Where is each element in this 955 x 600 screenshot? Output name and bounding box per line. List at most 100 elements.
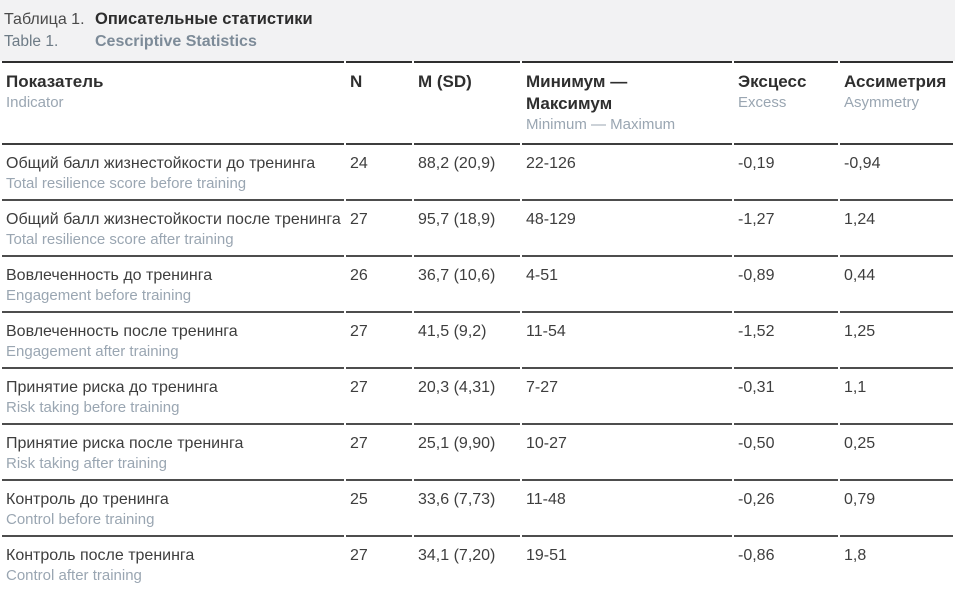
minmax-value: 48-129: [526, 211, 576, 228]
msd-value: 95,7 (18,9): [418, 211, 496, 228]
cell-minmax: 7-27: [522, 369, 732, 425]
column-header-asymmetry-en: Asymmetry: [844, 94, 919, 111]
cell-n: 24: [346, 145, 412, 201]
msd-value: 20,3 (4,31): [418, 379, 496, 396]
msd-value: 88,2 (20,9): [418, 155, 496, 172]
asymmetry-value: 1,8: [844, 547, 867, 564]
excess-value: -0,50: [738, 435, 775, 452]
cell-asymmetry: -0,94: [840, 145, 953, 201]
cell-asymmetry: 0,79: [840, 481, 953, 537]
cell-minmax: 4-51: [522, 257, 732, 313]
table-row: Контроль после тренинга Control after tr…: [2, 537, 953, 598]
indicator-en: Total resilience score before training: [6, 175, 247, 192]
indicator-en: Risk taking after training: [6, 455, 167, 472]
indicator-ru: Принятие риска после тренинга: [6, 435, 244, 452]
title-label-en: Table 1.: [4, 33, 59, 50]
cell-msd: 33,6 (7,73): [414, 481, 520, 537]
minmax-value: 22-126: [526, 155, 576, 172]
cell-excess: -0,86: [734, 537, 838, 598]
title-line-ru: Таблица 1. Описательные статистики: [4, 8, 955, 31]
excess-value: -1,27: [738, 211, 775, 228]
column-header-n: N: [346, 61, 412, 145]
cell-minmax: 11-54: [522, 313, 732, 369]
excess-value: -1,52: [738, 323, 775, 340]
column-header-excess-ru: Эксцесс: [738, 72, 807, 91]
title-label-ru: Таблица 1.: [4, 11, 85, 28]
n-value: 27: [350, 547, 368, 564]
column-header-msd: M (SD): [414, 61, 520, 145]
cell-minmax: 10-27: [522, 425, 732, 481]
excess-value: -0,31: [738, 379, 775, 396]
msd-value: 25,1 (9,90): [418, 435, 496, 452]
column-header-indicator-en: Indicator: [6, 94, 64, 111]
asymmetry-value: 1,24: [844, 211, 876, 228]
msd-value: 34,1 (7,20): [418, 547, 496, 564]
msd-value: 41,5 (9,2): [418, 323, 487, 340]
cell-msd: 41,5 (9,2): [414, 313, 520, 369]
cell-indicator: Контроль после тренинга Control after tr…: [2, 537, 344, 598]
cell-asymmetry: 0,25: [840, 425, 953, 481]
indicator-en: Control before training: [6, 511, 155, 528]
cell-excess: -0,50: [734, 425, 838, 481]
column-header-asymmetry: Ассиметрия Asymmetry: [840, 61, 953, 145]
descriptive-statistics-table: Показатель Indicator N M (SD) Минимум — …: [0, 61, 955, 598]
cell-minmax: 11-48: [522, 481, 732, 537]
table-header: Показатель Indicator N M (SD) Минимум — …: [2, 61, 953, 145]
column-header-minmax-ru: Минимум — Максимум: [526, 72, 628, 113]
cell-indicator: Общий балл жизнестойкости после тренинга…: [2, 201, 344, 257]
column-header-indicator-ru: Показатель: [6, 72, 104, 91]
table-body: Общий балл жизнестойкости до тренинга To…: [2, 145, 953, 598]
n-value: 27: [350, 379, 368, 396]
cell-asymmetry: 1,1: [840, 369, 953, 425]
table-row: Вовлеченность до тренинга Engagement bef…: [2, 257, 953, 313]
asymmetry-value: 0,44: [844, 267, 876, 284]
indicator-ru: Вовлеченность после тренинга: [6, 323, 238, 340]
cell-excess: -1,52: [734, 313, 838, 369]
indicator-ru: Общий балл жизнестойкости после тренинга: [6, 211, 341, 228]
n-value: 27: [350, 435, 368, 452]
minmax-value: 10-27: [526, 435, 567, 452]
cell-excess: -1,27: [734, 201, 838, 257]
table-row: Контроль до тренинга Control before trai…: [2, 481, 953, 537]
cell-n: 26: [346, 257, 412, 313]
n-value: 27: [350, 211, 368, 228]
table-row: Принятие риска до тренинга Risk taking b…: [2, 369, 953, 425]
asymmetry-value: 0,25: [844, 435, 876, 452]
column-header-minmax-en: Minimum — Maximum: [526, 116, 676, 133]
minmax-value: 11-54: [526, 323, 566, 340]
indicator-en: Engagement before training: [6, 287, 192, 304]
cell-n: 27: [346, 313, 412, 369]
indicator-en: Risk taking before training: [6, 399, 180, 416]
excess-value: -0,26: [738, 491, 775, 508]
cell-msd: 95,7 (18,9): [414, 201, 520, 257]
table-row: Общий балл жизнестойкости после тренинга…: [2, 201, 953, 257]
column-header-msd-label: M (SD): [418, 72, 472, 91]
title-line-en: Table 1. Cescriptive Statistics: [4, 31, 955, 53]
cell-msd: 88,2 (20,9): [414, 145, 520, 201]
minmax-value: 4-51: [526, 267, 559, 284]
indicator-en: Engagement after training: [6, 343, 179, 360]
cell-excess: -0,19: [734, 145, 838, 201]
indicator-en: Total resilience score after training: [6, 231, 234, 248]
n-value: 24: [350, 155, 368, 172]
cell-minmax: 48-129: [522, 201, 732, 257]
cell-asymmetry: 1,25: [840, 313, 953, 369]
cell-n: 25: [346, 481, 412, 537]
cell-indicator: Вовлеченность до тренинга Engagement bef…: [2, 257, 344, 313]
indicator-ru: Принятие риска до тренинга: [6, 379, 218, 396]
cell-excess: -0,89: [734, 257, 838, 313]
excess-value: -0,19: [738, 155, 775, 172]
msd-value: 36,7 (10,6): [418, 267, 496, 284]
cell-indicator: Вовлеченность после тренинга Engagement …: [2, 313, 344, 369]
cell-n: 27: [346, 369, 412, 425]
column-header-asymmetry-ru: Ассиметрия: [844, 72, 947, 91]
asymmetry-value: 1,25: [844, 323, 876, 340]
cell-msd: 20,3 (4,31): [414, 369, 520, 425]
cell-excess: -0,31: [734, 369, 838, 425]
asymmetry-value: 1,1: [844, 379, 867, 396]
cell-n: 27: [346, 537, 412, 598]
n-value: 26: [350, 267, 368, 284]
n-value: 27: [350, 323, 368, 340]
cell-msd: 25,1 (9,90): [414, 425, 520, 481]
